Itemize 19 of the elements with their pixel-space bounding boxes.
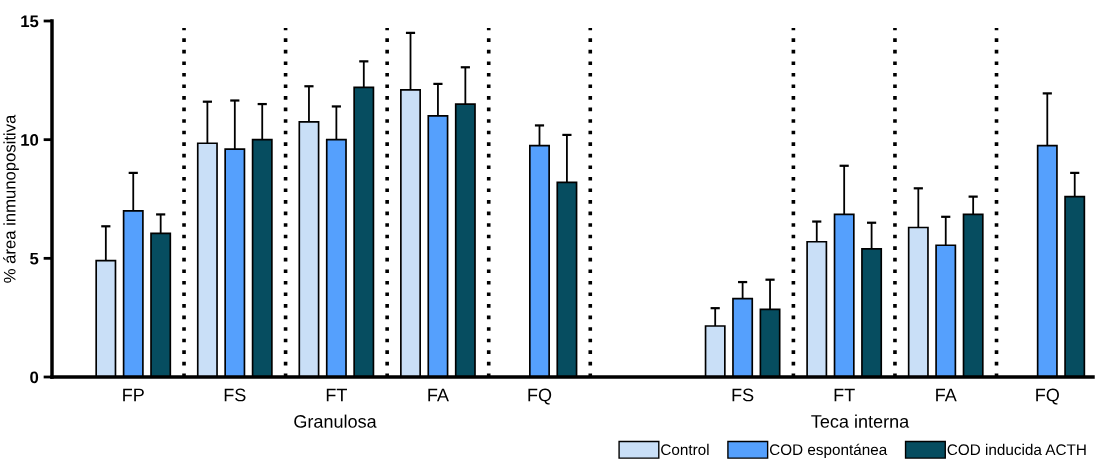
x-tick-label: FA [936, 388, 957, 402]
x-tick-label: FP [123, 388, 144, 402]
x-tick-label: FS [224, 388, 246, 402]
text: Teca interna [811, 414, 910, 428]
text: Granulosa [294, 414, 377, 428]
x-tick-label: FA [428, 388, 449, 402]
x-tick-label: FQ [528, 388, 552, 405]
x-tick-label: FQ [1036, 388, 1059, 405]
y-tick-label: 5 [30, 252, 39, 265]
legend-label: COD inducida ACTH [947, 443, 1086, 456]
legend-label: Control [661, 443, 709, 456]
x-tick-label: FT [326, 388, 347, 402]
x-tick-label: FT [834, 388, 855, 402]
legend-label: COD espontánea [769, 443, 888, 459]
y-axis-title: % área inmunopositiva [3, 114, 19, 283]
y-tick-label: 0 [30, 371, 39, 384]
x-tick-label: FS [732, 388, 754, 402]
y-tick-label: 10 [21, 134, 39, 146]
y-tick-label: 15 [21, 15, 39, 28]
